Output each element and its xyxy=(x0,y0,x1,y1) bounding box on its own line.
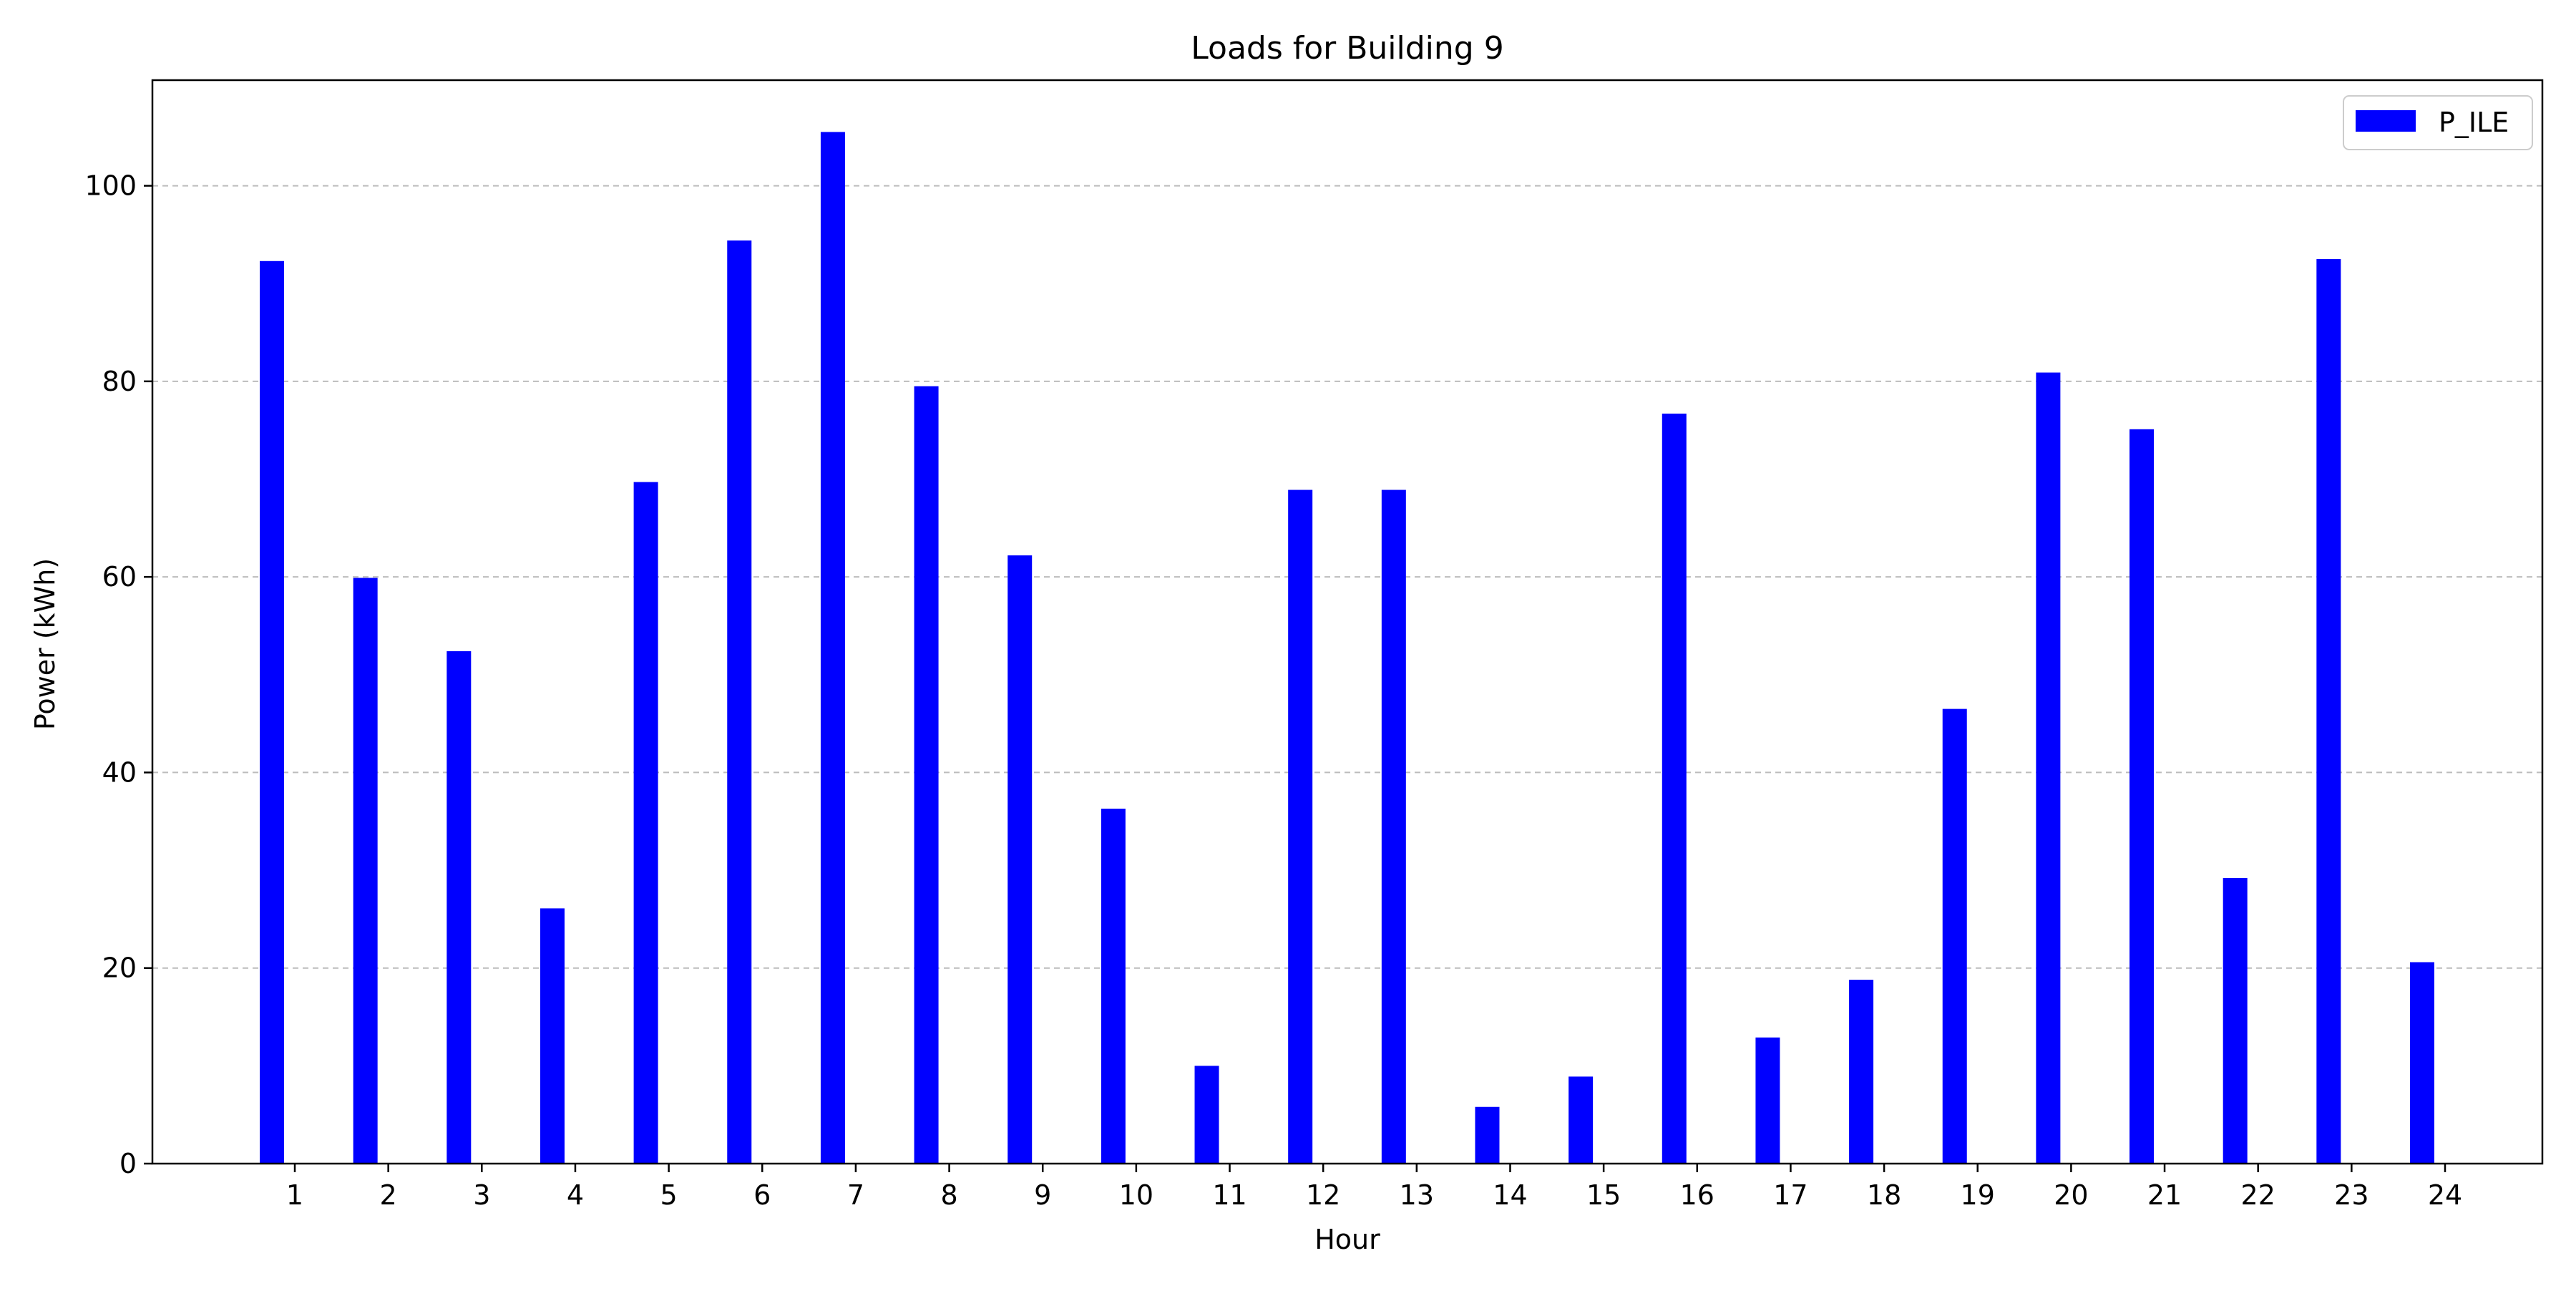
x-tick-label: 17 xyxy=(1773,1179,1807,1211)
bar xyxy=(447,651,472,1164)
bar xyxy=(1849,980,1874,1164)
x-tick-label: 22 xyxy=(2241,1179,2275,1211)
y-tick-label: 80 xyxy=(102,366,137,397)
x-tick-label: 9 xyxy=(1034,1179,1051,1211)
plot-frame xyxy=(151,79,2544,1165)
bar xyxy=(2129,429,2155,1164)
bar xyxy=(1475,1106,1500,1164)
x-tick-label: 19 xyxy=(1961,1179,1995,1211)
bar xyxy=(914,386,939,1164)
bar xyxy=(353,578,378,1164)
bar xyxy=(1008,555,1033,1164)
x-tick-label: 4 xyxy=(567,1179,584,1211)
bar xyxy=(260,260,284,1164)
x-tick-label: 20 xyxy=(2054,1179,2088,1211)
bar xyxy=(1662,413,1687,1164)
legend-swatch xyxy=(2356,110,2416,132)
x-tick-label: 7 xyxy=(847,1179,864,1211)
x-tick-label: 18 xyxy=(1867,1179,1901,1211)
x-tick-label: 12 xyxy=(1306,1179,1340,1211)
x-tick-label: 11 xyxy=(1212,1179,1246,1211)
y-tick-label: 40 xyxy=(102,756,137,788)
bar xyxy=(1288,489,1313,1164)
bar xyxy=(1568,1076,1594,1164)
bar xyxy=(1942,708,1967,1164)
legend-label: P_ILE xyxy=(2439,107,2509,138)
y-tick-label: 60 xyxy=(102,561,137,593)
legend: P_ILE xyxy=(2343,95,2533,150)
bar xyxy=(1381,489,1406,1164)
x-tick-label: 16 xyxy=(1680,1179,1714,1211)
x-tick-label: 14 xyxy=(1493,1179,1527,1211)
x-tick-label: 24 xyxy=(2428,1179,2462,1211)
x-tick-label: 5 xyxy=(660,1179,678,1211)
y-tick-label: 100 xyxy=(84,170,137,202)
bar xyxy=(727,240,752,1164)
x-tick-label: 15 xyxy=(1586,1179,1621,1211)
x-tick-label: 23 xyxy=(2334,1179,2368,1211)
chart-title: Loads for Building 9 xyxy=(1191,30,1503,67)
x-tick-label: 3 xyxy=(473,1179,490,1211)
bar xyxy=(1755,1037,1780,1164)
y-axis-ticks: 0 20 40 60 80 100 xyxy=(84,170,152,1179)
x-tick-label: 13 xyxy=(1400,1179,1434,1211)
x-tick-label: 8 xyxy=(940,1179,957,1211)
x-tick-label: 21 xyxy=(2147,1179,2182,1211)
x-tick-label: 10 xyxy=(1119,1179,1153,1211)
bar xyxy=(2036,372,2061,1164)
bar xyxy=(540,908,565,1164)
bar xyxy=(2223,878,2248,1164)
bar xyxy=(633,482,658,1164)
bar xyxy=(1101,808,1126,1164)
bars xyxy=(260,132,2434,1164)
x-axis-label: Hour xyxy=(1314,1224,1380,1255)
y-tick-label: 0 xyxy=(119,1148,137,1179)
x-tick-label: 1 xyxy=(286,1179,303,1211)
y-axis-label: Power (kWh) xyxy=(29,558,61,730)
legend-box xyxy=(2343,95,2533,150)
grid-lines xyxy=(152,185,2542,969)
y-tick-label: 20 xyxy=(102,953,137,984)
x-axis-ticks: 1 2 3 4 5 6 7 8 9 10 11 12 13 14 15 16 17 18 19 20 21 22 23 24 xyxy=(286,1164,2462,1211)
bar xyxy=(1194,1066,1219,1164)
x-tick-label: 2 xyxy=(380,1179,397,1211)
bar xyxy=(820,132,845,1164)
bar xyxy=(2316,259,2341,1164)
x-tick-label: 6 xyxy=(753,1179,771,1211)
bar xyxy=(2410,962,2434,1164)
